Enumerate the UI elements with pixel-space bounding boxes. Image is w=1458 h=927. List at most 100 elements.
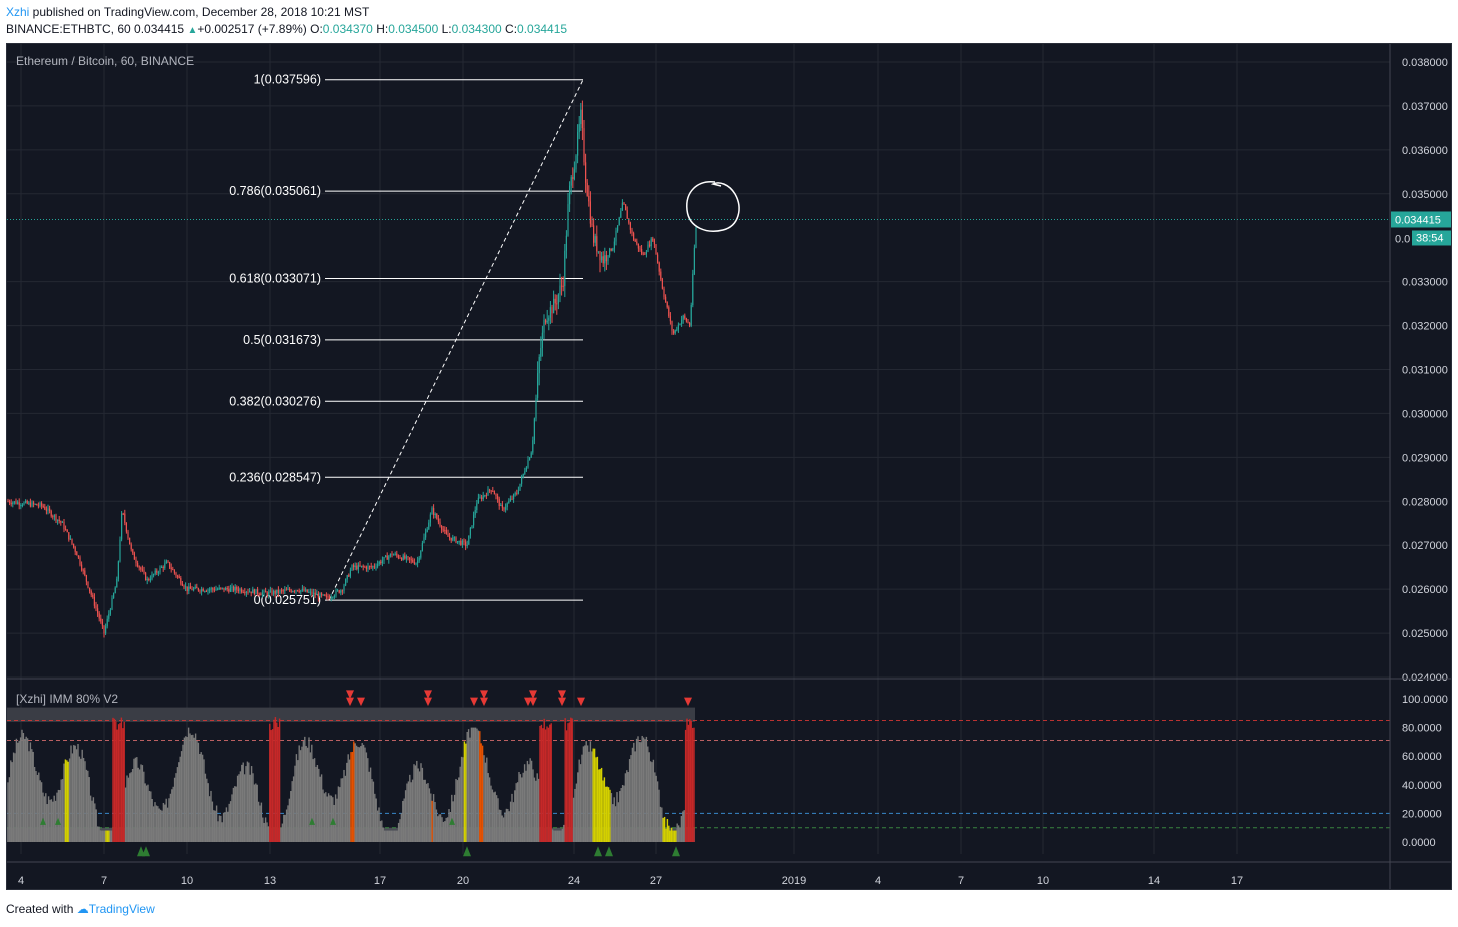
candle-body — [117, 561, 119, 579]
sell-signal-icon — [577, 697, 585, 707]
candle-body — [95, 605, 97, 609]
candle-body — [442, 529, 444, 531]
author-link[interactable]: Xzhi — [6, 5, 30, 19]
candle-body — [143, 570, 145, 573]
candle-body — [497, 495, 499, 499]
candle-body — [122, 513, 124, 515]
candle-body — [71, 538, 73, 544]
candle-body — [548, 317, 550, 321]
candle-body — [33, 502, 35, 505]
candle-body — [421, 542, 423, 551]
candle-body — [84, 570, 86, 576]
chart-canvas[interactable]: 1(0.037596) 0.786(0.035061) 0.618(0.033071… — [7, 44, 1452, 890]
candle-body — [29, 502, 31, 507]
time-axis-label: 14 — [1148, 875, 1160, 887]
candle-body — [653, 240, 655, 245]
candle-body — [239, 589, 241, 592]
candle-body — [213, 589, 215, 591]
candle-body — [530, 452, 532, 458]
candle-body — [57, 519, 59, 521]
candle-body — [81, 564, 83, 570]
candle-body — [559, 285, 561, 295]
candle-body — [228, 589, 230, 592]
candle-body — [676, 329, 678, 331]
candle-body — [394, 553, 396, 555]
high-value: 0.034500 — [388, 22, 439, 36]
candle-body — [210, 588, 212, 590]
candle-body — [450, 537, 452, 541]
candle-body — [37, 505, 39, 507]
indicator-axis-label: 60.0000 — [1402, 751, 1442, 763]
candle-body — [385, 555, 387, 557]
candle-body — [12, 502, 14, 505]
candle-body — [562, 285, 564, 287]
candle-body — [519, 483, 521, 491]
candle-body — [583, 128, 585, 163]
ohlc-line: BINANCE:ETHBTC, 60 0.034415 ▲+0.002517 (… — [6, 22, 567, 36]
candle-body — [50, 511, 52, 517]
candle-body — [434, 513, 436, 515]
candle-body — [500, 504, 502, 507]
candle-body — [172, 569, 174, 571]
countdown-label: 38:54 — [1416, 232, 1444, 244]
candle-body — [109, 609, 111, 614]
candle-body — [89, 587, 91, 592]
candle-body — [628, 218, 630, 223]
candle-body — [39, 503, 41, 506]
candle-body — [196, 586, 198, 589]
time-axis-label: 10 — [1037, 875, 1049, 887]
indicator-axis-label: 40.0000 — [1402, 780, 1442, 792]
candle-body — [599, 251, 601, 261]
candle-body — [386, 555, 388, 560]
candle-body — [618, 217, 620, 226]
candle-body — [513, 494, 515, 499]
candle-body — [431, 508, 433, 515]
candle-body — [649, 244, 651, 247]
candle-body — [349, 570, 351, 577]
candle-body — [428, 522, 430, 530]
candle-body — [458, 540, 460, 542]
candle-body — [293, 591, 295, 593]
candle-body — [287, 588, 289, 590]
up-arrow-icon: ▲ — [187, 25, 198, 36]
indicator-axis-label: 0.0000 — [1402, 837, 1436, 849]
candle-body — [492, 490, 494, 492]
buy-signal-icon — [463, 846, 471, 857]
candle-body — [276, 589, 278, 594]
candle-body — [417, 560, 419, 564]
candle-body — [245, 591, 247, 593]
candle-body — [18, 502, 20, 506]
candle-body — [377, 563, 379, 567]
candle-body — [551, 307, 553, 314]
candle-body — [237, 589, 239, 592]
candle-body — [389, 553, 391, 557]
chart-frame[interactable]: 1(0.037596) 0.786(0.035061) 0.618(0.033071… — [6, 43, 1452, 890]
candle-body — [329, 597, 331, 599]
candle-body — [28, 502, 30, 504]
candle-body — [82, 569, 84, 571]
candle-body — [324, 594, 326, 596]
candle-body — [236, 587, 238, 590]
sell-signal-icon — [524, 697, 532, 707]
tradingview-link[interactable]: TradingView — [88, 902, 155, 916]
candle-body — [351, 564, 353, 571]
buy-signal-icon — [309, 817, 315, 825]
candle-body — [185, 586, 187, 588]
candle-body — [271, 590, 273, 595]
candle-body — [42, 505, 44, 507]
candle-body — [90, 591, 92, 595]
candle-body — [181, 583, 183, 586]
price-axis-label: 0.026000 — [1402, 584, 1448, 596]
price-axis-label: 0.027000 — [1402, 540, 1448, 552]
candle-body — [639, 248, 641, 250]
time-axis-label: 7 — [958, 875, 964, 887]
candle-body — [465, 541, 467, 546]
candle-body — [634, 239, 636, 242]
low-value: 0.034300 — [451, 22, 502, 36]
price-axis-label: 0.024000 — [1402, 672, 1448, 684]
buy-signal-icon — [672, 846, 680, 857]
candle-body — [135, 559, 137, 563]
indicator-axis-label: 80.0000 — [1402, 723, 1442, 735]
candle-body — [597, 251, 599, 253]
candle-body — [665, 296, 667, 302]
